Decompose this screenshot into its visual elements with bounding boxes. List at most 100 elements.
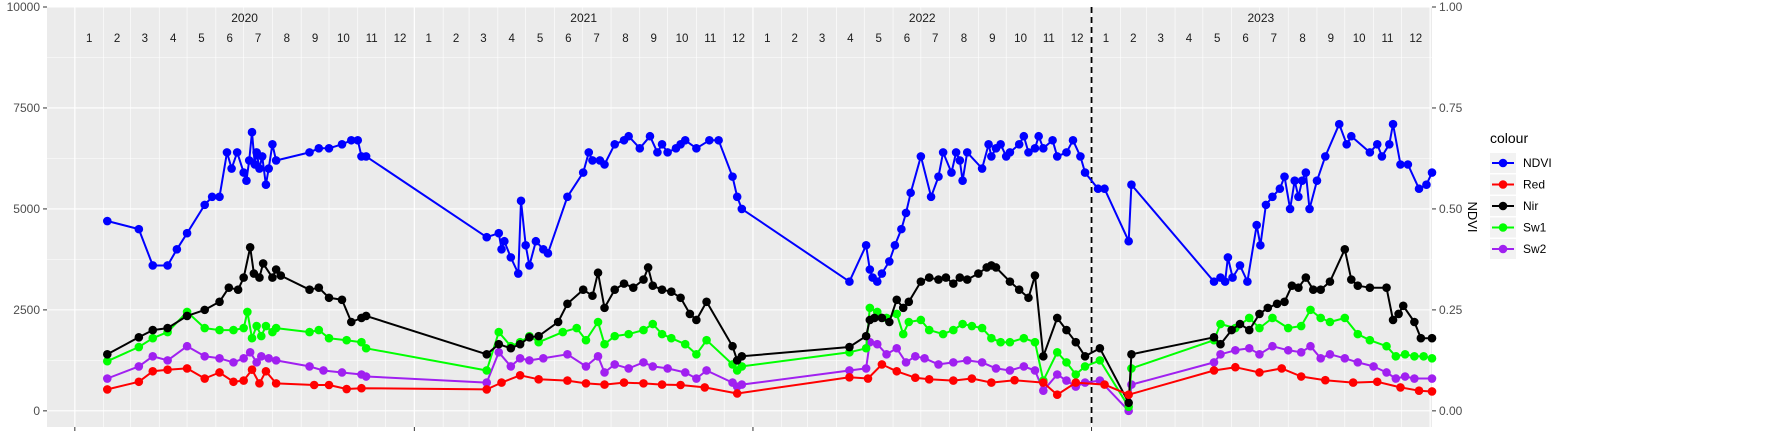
data-point-ndvi: [506, 253, 516, 262]
data-point-nir: [685, 309, 695, 319]
data-point-ndvi: [938, 148, 948, 157]
data-point-ndvi: [1243, 277, 1252, 286]
data-point-sw2: [882, 350, 891, 359]
data-point-nir: [1071, 337, 1081, 347]
data-point-sw1: [252, 321, 261, 331]
data-point-ndvi: [714, 135, 723, 145]
data-point-sw1: [648, 319, 658, 329]
month-label: 8: [961, 33, 967, 45]
data-point-nir: [163, 323, 172, 333]
month-label: 12: [1409, 33, 1422, 45]
data-point-nir: [337, 295, 347, 305]
data-point-nir: [1382, 283, 1391, 292]
data-point-sw2: [1216, 350, 1225, 359]
data-point-nir: [506, 343, 516, 353]
data-point-ndvi: [934, 172, 943, 181]
data-point-sw2: [663, 364, 672, 373]
y-tick-label: 5000: [13, 202, 40, 216]
data-point-red: [1348, 378, 1358, 387]
legend-key-point: [1498, 158, 1508, 168]
data-point-ndvi: [1062, 148, 1071, 157]
y2-tick-label: 0.50: [1439, 202, 1463, 216]
month-label: 5: [875, 33, 881, 45]
data-point-sw2: [991, 364, 1001, 373]
data-point-red: [676, 380, 685, 390]
month-label: 5: [1214, 33, 1220, 45]
data-point-ndvi: [861, 240, 871, 250]
data-point-ndvi: [977, 164, 987, 173]
data-point-red: [1296, 372, 1306, 381]
data-point-ndvi: [337, 140, 347, 149]
data-point-sw1: [1095, 356, 1105, 365]
data-point-sw1: [987, 333, 996, 343]
data-point-sw1: [148, 333, 158, 343]
data-point-ndvi: [497, 245, 506, 254]
data-point-sw2: [845, 366, 854, 375]
data-point-nir: [934, 275, 943, 284]
year-label: 2023: [1247, 11, 1274, 25]
data-point-sw2: [319, 366, 328, 375]
data-point-nir: [134, 333, 144, 342]
data-point-sw1: [967, 321, 977, 331]
y-tick-label: 10000: [7, 0, 41, 14]
data-point-sw2: [648, 362, 658, 371]
data-point-nir: [578, 285, 588, 294]
data-point-sw2: [215, 354, 224, 363]
data-point-ndvi: [271, 156, 281, 165]
data-point-sw1: [949, 325, 958, 335]
month-label: 7: [1271, 33, 1277, 45]
data-point-ndvi: [1052, 152, 1062, 161]
data-point-red: [563, 376, 572, 385]
legend-label-red: Red: [1523, 178, 1545, 192]
data-point-nir: [676, 293, 685, 303]
data-point-ndvi: [657, 140, 667, 149]
y2-tick-label: 0.75: [1439, 101, 1463, 115]
year-label: 2022: [909, 11, 936, 25]
data-point-ndvi: [163, 261, 172, 270]
data-point-ndvi: [705, 135, 714, 145]
data-point-ndvi: [1297, 176, 1307, 185]
data-point-sw1: [924, 325, 934, 335]
data-point-nir: [258, 259, 268, 268]
data-point-sw1: [1268, 313, 1277, 323]
series-layer: [102, 7, 1437, 427]
data-point-ndvi: [148, 261, 158, 270]
data-point-nir: [955, 273, 965, 282]
data-point-red: [1209, 366, 1219, 375]
data-point-ndvi: [962, 148, 972, 157]
data-point-ndvi: [653, 148, 662, 157]
month-label: 3: [1157, 33, 1163, 45]
data-point-sw1: [134, 342, 144, 352]
data-point-red: [1414, 386, 1424, 395]
year-label: 2020: [231, 11, 258, 25]
data-point-nir: [1294, 283, 1303, 292]
data-point-ndvi: [584, 148, 594, 157]
data-point-nir: [494, 339, 504, 349]
data-point-sw2: [1039, 386, 1048, 395]
month-label: 4: [847, 33, 854, 45]
data-point-sw1: [624, 329, 633, 339]
data-point-ndvi: [200, 200, 210, 210]
data-point-ndvi: [1385, 140, 1394, 149]
data-point-sw1: [1353, 329, 1363, 339]
legend-label-nir: Nir: [1523, 199, 1538, 213]
data-point-sw1: [904, 317, 914, 327]
legend-label-sw1: Sw1: [1523, 221, 1547, 235]
data-point-sw1: [639, 325, 648, 335]
data-point-ndvi: [624, 131, 633, 141]
data-point-ndvi: [1275, 184, 1285, 194]
data-point-sw2: [1052, 370, 1062, 379]
data-point-sw1: [572, 323, 581, 333]
data-point-sw1: [314, 325, 324, 335]
data-point-nir: [1388, 315, 1398, 325]
data-point-nir: [1255, 309, 1264, 319]
data-point-ndvi: [531, 236, 541, 246]
data-point-ndvi: [1228, 273, 1237, 282]
data-point-red: [215, 368, 224, 377]
data-point-red: [877, 360, 887, 369]
data-point-sw2: [245, 347, 255, 357]
data-point-nir: [904, 297, 914, 307]
data-point-sw1: [357, 337, 366, 347]
data-point-nir: [610, 285, 620, 294]
